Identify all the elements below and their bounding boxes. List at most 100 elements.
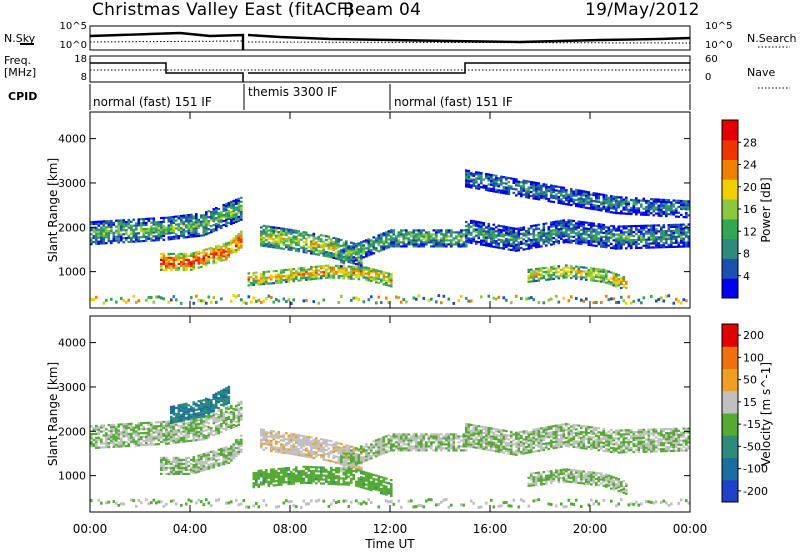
echo-cell	[120, 437, 123, 440]
echo-cell	[175, 429, 178, 432]
echo-cell	[522, 185, 526, 188]
echo-cell	[675, 231, 678, 234]
echo-cell	[130, 432, 133, 435]
echo-cell	[157, 295, 161, 299]
echo-cell	[597, 270, 601, 273]
echo-cell	[232, 213, 236, 216]
echo-cell	[650, 232, 653, 235]
echo-cell	[312, 300, 316, 304]
echo-cell	[145, 235, 148, 238]
echo-cell	[560, 194, 563, 197]
echo-cell	[170, 434, 173, 437]
echo-cell	[322, 254, 326, 257]
echo-cell	[525, 194, 528, 197]
echo-cell	[607, 230, 611, 233]
echo-cell	[310, 234, 313, 237]
echo-cell	[185, 256, 188, 259]
echo-cell	[207, 228, 211, 231]
echo-cell	[310, 444, 313, 447]
echo-cell	[560, 221, 563, 224]
echo-cell	[267, 435, 271, 438]
echo-cell	[170, 264, 173, 267]
echo-cell	[385, 235, 388, 238]
echo-cell	[652, 228, 656, 231]
echo-cell	[647, 236, 651, 239]
echo-cell	[407, 231, 411, 234]
echo-cell	[550, 188, 553, 191]
echo-cell	[417, 294, 421, 298]
echo-cell	[225, 218, 228, 222]
echo-cell	[460, 231, 463, 234]
echo-cell	[612, 207, 616, 210]
echo-cell	[335, 270, 338, 273]
echo-cell	[347, 277, 351, 280]
echo-cell	[332, 454, 336, 457]
echo-cell	[625, 235, 628, 238]
echo-cell	[510, 187, 513, 190]
echo-cell	[212, 430, 216, 433]
echo-cell	[532, 232, 536, 235]
echo-cell	[365, 253, 368, 256]
echo-cell	[160, 252, 163, 255]
echo-cell	[362, 274, 366, 277]
echo-cell	[360, 243, 363, 246]
echo-cell	[232, 417, 236, 420]
echo-cell	[177, 235, 181, 238]
echo-cell	[640, 246, 643, 249]
echo-cell	[532, 270, 536, 273]
echo-cell	[107, 238, 111, 241]
echo-cell	[162, 228, 166, 231]
echo-cell	[582, 227, 586, 230]
echo-cell	[347, 252, 351, 256]
echo-cell	[537, 184, 541, 187]
echo-cell	[332, 270, 336, 273]
echo-cell	[355, 296, 358, 300]
echo-cell	[685, 231, 688, 234]
echo-cell	[662, 244, 666, 247]
echo-cell	[260, 238, 263, 241]
echo-cell	[507, 177, 511, 180]
echo-cell	[227, 391, 231, 394]
echo-cell	[172, 217, 176, 220]
echo-cell	[292, 437, 296, 440]
echo-cell	[657, 206, 661, 209]
echo-cell	[122, 433, 126, 436]
echo-cell	[502, 247, 506, 250]
echo-cell	[310, 268, 313, 271]
echo-cell	[660, 208, 663, 211]
echo-cell	[545, 270, 548, 273]
echo-cell	[220, 211, 223, 214]
echo-cell	[175, 219, 178, 222]
echo-cell	[365, 268, 368, 271]
echo-cell	[212, 412, 216, 415]
echo-cell	[275, 246, 278, 249]
echo-cell	[615, 227, 618, 230]
echo-cell	[192, 409, 196, 412]
echo-cell	[160, 232, 163, 236]
echo-cell	[187, 233, 191, 237]
echo-cell	[587, 197, 591, 200]
echo-cell	[205, 254, 208, 257]
echo-cell	[287, 452, 291, 455]
echo-cell	[660, 206, 663, 209]
echo-cell	[205, 425, 208, 428]
echo-cell	[360, 264, 363, 267]
echo-cell	[227, 215, 231, 218]
echo-cell	[315, 271, 318, 274]
echo-cell	[397, 231, 401, 234]
echo-cell	[495, 234, 498, 237]
echo-cell	[162, 256, 166, 259]
echo-cell	[617, 204, 621, 207]
echo-cell	[512, 247, 516, 250]
echo-cell	[160, 226, 163, 230]
echo-cell	[557, 230, 561, 233]
echo-cell	[370, 271, 373, 275]
echo-cell	[192, 223, 196, 226]
echo-cell	[485, 236, 488, 239]
echo-cell	[175, 456, 178, 459]
echo-cell	[597, 225, 601, 228]
echo-cell	[270, 235, 273, 239]
echo-cell	[687, 231, 691, 234]
echo-cell	[237, 244, 241, 247]
echo-cell	[120, 433, 123, 436]
